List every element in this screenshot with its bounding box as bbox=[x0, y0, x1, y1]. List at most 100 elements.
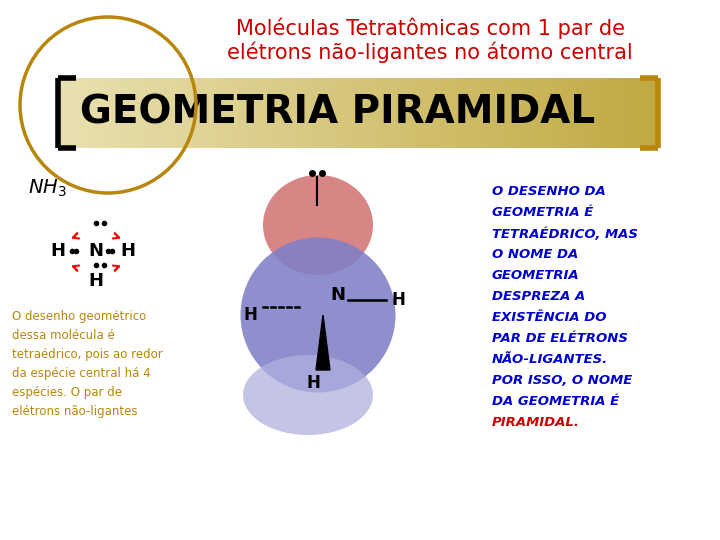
Polygon shape bbox=[230, 78, 238, 148]
Polygon shape bbox=[290, 78, 298, 148]
Ellipse shape bbox=[243, 355, 373, 435]
Polygon shape bbox=[598, 78, 606, 148]
Polygon shape bbox=[613, 78, 621, 148]
Polygon shape bbox=[643, 78, 650, 148]
Polygon shape bbox=[456, 78, 463, 148]
Ellipse shape bbox=[263, 175, 373, 275]
Polygon shape bbox=[186, 78, 193, 148]
Polygon shape bbox=[508, 78, 516, 148]
Polygon shape bbox=[553, 78, 560, 148]
Polygon shape bbox=[470, 78, 478, 148]
Polygon shape bbox=[238, 78, 246, 148]
Polygon shape bbox=[568, 78, 575, 148]
Text: PAR DE ELÉTRONS: PAR DE ELÉTRONS bbox=[492, 332, 628, 345]
Polygon shape bbox=[560, 78, 568, 148]
Polygon shape bbox=[103, 78, 110, 148]
Text: H: H bbox=[306, 374, 320, 392]
Polygon shape bbox=[343, 78, 351, 148]
Text: H: H bbox=[89, 272, 104, 290]
Polygon shape bbox=[156, 78, 163, 148]
Polygon shape bbox=[358, 78, 366, 148]
Polygon shape bbox=[516, 78, 523, 148]
Polygon shape bbox=[268, 78, 276, 148]
Polygon shape bbox=[395, 78, 403, 148]
Polygon shape bbox=[478, 78, 485, 148]
Text: N: N bbox=[89, 242, 104, 260]
Polygon shape bbox=[546, 78, 553, 148]
Polygon shape bbox=[531, 78, 538, 148]
Polygon shape bbox=[403, 78, 410, 148]
Polygon shape bbox=[58, 78, 66, 148]
Polygon shape bbox=[261, 78, 268, 148]
Polygon shape bbox=[336, 78, 343, 148]
Polygon shape bbox=[223, 78, 230, 148]
Polygon shape bbox=[96, 78, 103, 148]
Polygon shape bbox=[433, 78, 441, 148]
Polygon shape bbox=[163, 78, 171, 148]
Polygon shape bbox=[328, 78, 336, 148]
Polygon shape bbox=[215, 78, 223, 148]
Polygon shape bbox=[193, 78, 200, 148]
Polygon shape bbox=[316, 315, 330, 370]
Polygon shape bbox=[523, 78, 531, 148]
Polygon shape bbox=[88, 78, 96, 148]
Polygon shape bbox=[208, 78, 215, 148]
Polygon shape bbox=[125, 78, 133, 148]
Text: POR ISSO, O NOME: POR ISSO, O NOME bbox=[492, 374, 632, 387]
Polygon shape bbox=[426, 78, 433, 148]
Polygon shape bbox=[388, 78, 395, 148]
Text: GEOMETRIA É: GEOMETRIA É bbox=[492, 206, 593, 219]
Text: NÃO-LIGANTES.: NÃO-LIGANTES. bbox=[492, 353, 608, 366]
Polygon shape bbox=[298, 78, 305, 148]
Text: O desenho geométrico
dessa molécula é
tetraédrico, pois ao redor
da espécie cent: O desenho geométrico dessa molécula é te… bbox=[12, 310, 163, 418]
Polygon shape bbox=[538, 78, 546, 148]
Polygon shape bbox=[148, 78, 156, 148]
Polygon shape bbox=[253, 78, 261, 148]
Polygon shape bbox=[636, 78, 643, 148]
Text: N: N bbox=[330, 286, 346, 304]
Text: Moléculas Tetratômicas com 1 par de: Moléculas Tetratômicas com 1 par de bbox=[235, 17, 624, 39]
Text: DA GEOMETRIA É: DA GEOMETRIA É bbox=[492, 395, 619, 408]
Polygon shape bbox=[485, 78, 493, 148]
Polygon shape bbox=[200, 78, 208, 148]
Polygon shape bbox=[441, 78, 448, 148]
Polygon shape bbox=[140, 78, 148, 148]
Text: O DESENHO DA: O DESENHO DA bbox=[492, 185, 606, 198]
Polygon shape bbox=[118, 78, 125, 148]
Polygon shape bbox=[178, 78, 186, 148]
Polygon shape bbox=[320, 78, 328, 148]
Polygon shape bbox=[171, 78, 178, 148]
Text: H: H bbox=[50, 242, 66, 260]
Polygon shape bbox=[366, 78, 373, 148]
Text: EXISTÊNCIA DO: EXISTÊNCIA DO bbox=[492, 311, 606, 324]
Polygon shape bbox=[73, 78, 81, 148]
Polygon shape bbox=[583, 78, 590, 148]
Text: H: H bbox=[243, 306, 257, 324]
Polygon shape bbox=[621, 78, 628, 148]
Text: H: H bbox=[391, 291, 405, 309]
Polygon shape bbox=[110, 78, 118, 148]
Text: GEOMETRIA: GEOMETRIA bbox=[492, 269, 580, 282]
Polygon shape bbox=[373, 78, 380, 148]
Text: elétrons não-ligantes no átomo central: elétrons não-ligantes no átomo central bbox=[227, 41, 633, 63]
Polygon shape bbox=[313, 78, 320, 148]
Ellipse shape bbox=[240, 238, 395, 393]
Polygon shape bbox=[246, 78, 253, 148]
Text: PIRAMIDAL.: PIRAMIDAL. bbox=[492, 416, 580, 429]
Polygon shape bbox=[283, 78, 290, 148]
Polygon shape bbox=[305, 78, 313, 148]
Text: $\it{NH_3}$: $\it{NH_3}$ bbox=[28, 177, 67, 199]
Polygon shape bbox=[448, 78, 456, 148]
Polygon shape bbox=[575, 78, 583, 148]
Polygon shape bbox=[133, 78, 140, 148]
Polygon shape bbox=[276, 78, 283, 148]
Text: TETRAÉDRICO, MAS: TETRAÉDRICO, MAS bbox=[492, 227, 638, 240]
Text: GEOMETRIA PIRAMIDAL: GEOMETRIA PIRAMIDAL bbox=[80, 94, 595, 132]
Text: O NOME DA: O NOME DA bbox=[492, 248, 578, 261]
Polygon shape bbox=[493, 78, 500, 148]
Polygon shape bbox=[81, 78, 88, 148]
Polygon shape bbox=[410, 78, 418, 148]
Polygon shape bbox=[66, 78, 73, 148]
Polygon shape bbox=[463, 78, 470, 148]
Polygon shape bbox=[650, 78, 658, 148]
